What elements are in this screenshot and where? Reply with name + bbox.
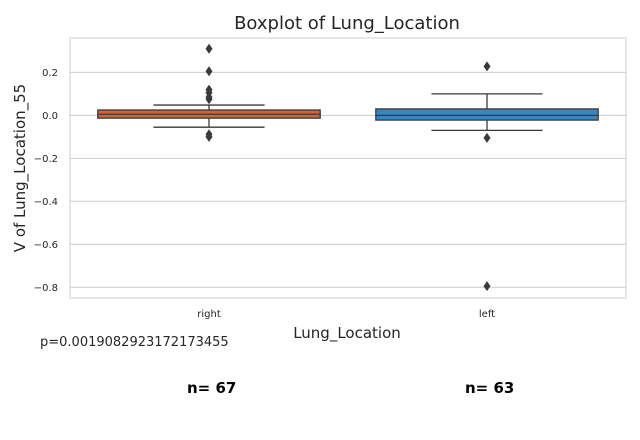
n-count-left: n= 63	[465, 379, 515, 397]
y-tick-label: −0.2	[34, 154, 58, 165]
plot-frame	[69, 37, 627, 299]
outlier-point	[483, 61, 491, 72]
y-axis-label: V of Lung_Location_55	[11, 84, 30, 252]
y-tick-label: 0.0	[42, 111, 58, 122]
x-tick-label-right: right	[197, 309, 221, 320]
y-tick-label: −0.8	[34, 283, 58, 294]
outlier-point	[205, 131, 213, 142]
y-tick-label: −0.4	[34, 197, 58, 208]
outlier-point	[483, 132, 491, 143]
n-count-right: n= 67	[187, 379, 237, 397]
y-tick-label: −0.6	[34, 240, 58, 251]
chart-title: Boxplot of Lung_Location	[234, 13, 460, 34]
p-value-text: p=0.0019082923172173455	[40, 335, 229, 350]
outlier-point	[205, 94, 213, 105]
y-tick-label: 0.2	[42, 68, 58, 79]
outlier-point	[205, 43, 213, 54]
outlier-point	[205, 66, 213, 77]
x-tick-label-left: left	[479, 309, 495, 320]
x-axis-label: Lung_Location	[293, 324, 401, 343]
outlier-point	[483, 281, 491, 292]
box-left	[375, 108, 599, 121]
plot-area: 0.2 0.0 −0.2 −0.4 −0.6 −0.8 right left	[34, 37, 627, 320]
